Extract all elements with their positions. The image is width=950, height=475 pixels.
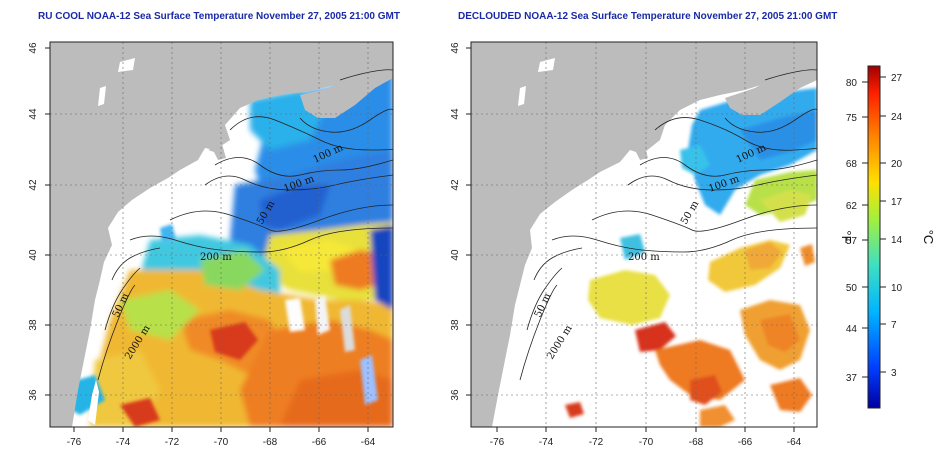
right-chesapeake [509,380,520,425]
right-lake [538,58,555,72]
left-sst-field [90,68,393,427]
right-lon-tick: -66 [738,437,753,448]
right-lon-tick: -68 [689,437,704,448]
left-gridlines [50,42,393,427]
left-lake-champlain [98,86,106,106]
left-nova-scotia [300,60,393,118]
colorbar-celsius-ticks: 27 24 20 17 14 10 7 3 [891,73,903,379]
left-tick-marks [45,47,369,432]
colorbar-fahrenheit-label: °F [839,230,854,243]
right-lon-tick: -64 [787,437,802,448]
right-land [471,42,817,427]
left-land [50,42,393,427]
colorbar-c-tick: 17 [891,197,903,208]
left-lat-tick: 36 [28,389,39,401]
colorbar: 80 75 68 62 57 50 44 37 27 24 20 17 14 1… [839,65,936,409]
colorbar-c-tick: 27 [891,73,903,84]
colorbar-f-tick: 37 [846,373,858,384]
right-lat-tick: 36 [450,389,461,401]
right-gridlines [471,42,817,427]
left-label-200m: 200 m [200,252,232,263]
colorbar-c-tick: 24 [891,112,903,123]
left-contours [97,69,393,381]
left-lake [118,58,135,72]
colorbar-f-tick: 62 [846,201,858,212]
right-lat-labels: 46 44 42 40 38 36 [450,42,461,401]
left-lat-labels: 46 44 42 40 38 36 [28,42,39,401]
right-lat-tick: 38 [450,319,461,331]
colorbar-celsius-label: °C [921,230,936,245]
right-map-border [470,41,818,428]
left-chesapeake [88,380,99,425]
colorbar-f-tick: 80 [846,78,858,89]
right-tick-marks [466,47,795,432]
left-lat-tick: 46 [28,42,39,54]
left-cape-cod [208,144,226,160]
right-map: 100 m 100 m 50 m 200 m 50 m 2000 m -76 -… [450,41,818,448]
right-lat-tick: 40 [450,249,461,261]
colorbar-f-tick: 57 [846,236,858,247]
colorbar-f-tick: 68 [846,159,858,170]
right-lon-tick: -74 [539,437,554,448]
right-map-title: DECLOUDED NOAA-12 Sea Surface Temperatur… [458,11,838,22]
right-cape-cod [630,144,648,160]
right-lon-tick: -70 [639,437,654,448]
right-label-200m: 200 m [628,252,660,263]
left-lon-tick: -68 [263,437,278,448]
left-lon-tick: -66 [312,437,327,448]
colorbar-c-tick: 10 [891,283,903,294]
right-lon-tick: -72 [589,437,604,448]
colorbar-f-tick: 50 [846,283,858,294]
colorbar-fahrenheit-ticks: 80 75 68 62 57 50 44 37 [846,78,858,384]
left-lon-tick: -70 [214,437,229,448]
left-lon-tick: -74 [116,437,131,448]
colorbar-tick-marks [862,76,886,378]
left-lon-labels: -76 -74 -72 -70 -68 -66 -64 [67,437,376,448]
left-lat-tick: 42 [28,179,39,191]
colorbar-c-tick: 7 [891,320,897,331]
right-lon-tick: -76 [490,437,505,448]
left-map: 100 m 100 m 50 m 200 m 50 m 2000 m -76 -… [28,41,394,448]
colorbar-f-tick: 75 [846,113,858,124]
left-lon-tick: -76 [67,437,82,448]
colorbar-f-tick: 44 [846,324,858,335]
left-lat-tick: 44 [28,108,39,120]
right-lat-tick: 42 [450,179,461,191]
left-lon-tick: -72 [165,437,180,448]
left-lat-tick: 38 [28,319,39,331]
right-lon-labels: -76 -74 -72 -70 -68 -66 -64 [490,437,802,448]
left-map-title: RU COOL NOAA-12 Sea Surface Temperature … [38,11,400,22]
right-sst-field [565,88,817,427]
colorbar-c-tick: 14 [891,235,903,246]
right-lat-tick: 44 [450,108,461,120]
right-contours [519,69,817,381]
right-lat-tick: 46 [450,42,461,54]
colorbar-gradient [867,65,881,409]
left-lat-tick: 40 [28,249,39,261]
left-lon-tick: -64 [361,437,376,448]
right-lake-champlain [518,86,526,106]
colorbar-c-tick: 3 [891,368,897,379]
colorbar-c-tick: 20 [891,159,903,170]
